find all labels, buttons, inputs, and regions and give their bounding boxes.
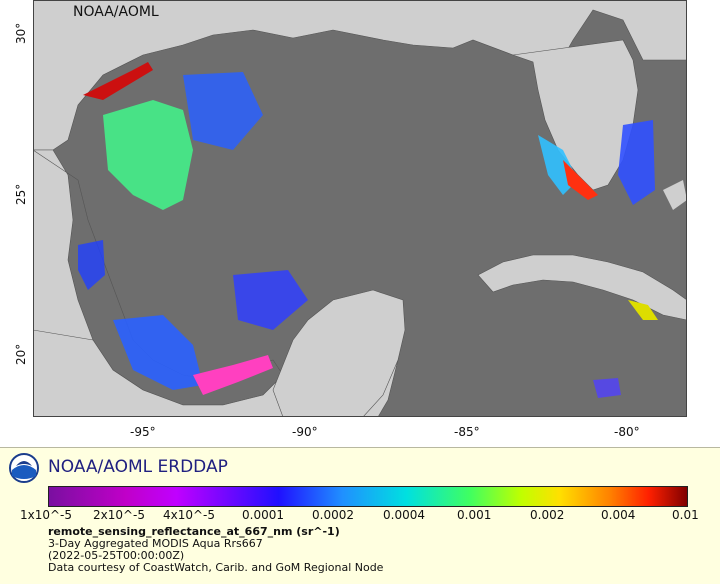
map-watermark: NOAA/AOML <box>73 4 159 20</box>
data-patch-campeche <box>113 315 203 390</box>
data-patch-la-offshore <box>183 72 263 150</box>
map-border <box>33 0 687 417</box>
time-stamp: (2022-05-25T00:00:00Z) <box>48 549 185 562</box>
x-tick-label: -95° <box>130 425 156 439</box>
data-patch-texas-shelf <box>103 100 193 210</box>
noaa-logo-icon <box>9 453 39 483</box>
data-patch-west-scatter <box>78 240 105 290</box>
data-patch-campeche-coast <box>193 355 273 395</box>
map-canvas <box>33 0 687 417</box>
data-patch-central <box>233 270 308 330</box>
variable-name: remote_sensing_reflectance_at_667_nm (sr… <box>48 525 340 538</box>
bahamas-land <box>663 180 687 210</box>
map-area: NOAA/AOML <box>33 0 687 417</box>
colorbar-tick-label: 0.0002 <box>312 508 354 522</box>
x-tick-label: -80° <box>614 425 640 439</box>
colorbar-tick-label: 2x10^-5 <box>93 508 146 522</box>
yucatan-land <box>272 289 406 417</box>
brand-title: NOAA/AOML ERDDAP <box>48 457 228 477</box>
x-tick-label: -90° <box>292 425 318 439</box>
colorbar-tick-label: 0.001 <box>457 508 492 522</box>
colorbar <box>48 486 688 507</box>
colorbar-tick-label: 0.0004 <box>383 508 425 522</box>
y-tick-label: 30° <box>14 22 28 44</box>
colorbar-tick-label: 0.01 <box>672 508 699 522</box>
y-tick-label: 20° <box>14 343 28 365</box>
dataset-title: 3-Day Aggregated MODIS Aqua Rrs667 <box>48 537 263 550</box>
data-patch-yucatan-ne <box>628 300 658 320</box>
data-credit: Data courtesy of CoastWatch, Carib. and … <box>48 561 384 574</box>
data-patch-la-coast <box>83 62 153 100</box>
colorbar-tick-label: 0.0001 <box>242 508 284 522</box>
y-tick-label: 25° <box>14 183 28 205</box>
data-patch-florida-east <box>618 120 655 205</box>
legend-panel: NOAA/AOML ERDDAP 1x10^-5 2x10^-5 4x10^-5… <box>0 447 720 584</box>
x-tick-label: -85° <box>454 425 480 439</box>
colorbar-tick-label: 0.004 <box>601 508 636 522</box>
data-patch-florida-keys <box>563 160 598 200</box>
cuba-land <box>477 254 687 321</box>
colorbar-tick-label: 1x10^-5 <box>20 508 73 522</box>
colorbar-tick-label: 4x10^-5 <box>163 508 216 522</box>
data-patch-caribbean <box>593 378 621 398</box>
florida-land <box>512 39 639 191</box>
colorbar-tick-label: 0.002 <box>530 508 565 522</box>
